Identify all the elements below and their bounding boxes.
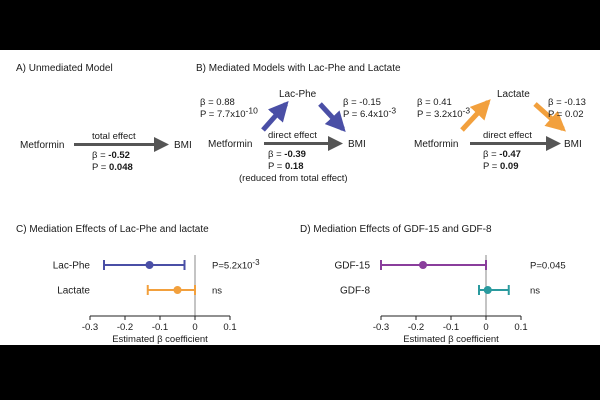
- lactate-direct-beta: β = -0.47: [483, 149, 521, 160]
- lacphe-model: Lac-Phe β = 0.88 P = 7.7x10-10 β = -0.15…: [200, 89, 396, 184]
- lacphe-a-p: P = 7.7x10-10: [200, 106, 258, 121]
- panel-c-row-label-lac-phe: Lac-Phe: [53, 261, 91, 272]
- panel-a-p-value: P = 0.048: [92, 162, 133, 173]
- lacphe-direct-beta: β = -0.39: [268, 149, 306, 160]
- lacphe-exposure-label: Metformin: [208, 139, 252, 150]
- panel-a-exposure: Metformin: [20, 140, 64, 151]
- panel-c-p-value-lac-phe: P=5.2x10-3: [212, 258, 260, 272]
- lacphe-a-beta: β = 0.88: [200, 97, 235, 108]
- lactate-exposure-label: Metformin: [414, 139, 458, 150]
- lactate-direct-label: direct effect: [483, 130, 532, 141]
- panel-c-tick-label: -0.3: [82, 322, 98, 333]
- lactate-path-b-arrow: [533, 102, 566, 132]
- lactate-a-beta: β = 0.41: [417, 97, 452, 108]
- lactate-b-p: P = 0.02: [548, 109, 583, 120]
- panel-d-row-label-gdf-8: GDF-8: [340, 286, 370, 297]
- panel-d-tick-label: 0.1: [514, 322, 527, 333]
- lacphe-b-beta: β = -0.15: [343, 97, 381, 108]
- lacphe-path-a-arrow: [261, 101, 289, 132]
- lacphe-outcome-label: BMI: [348, 139, 366, 150]
- panel-a-outcome: BMI: [174, 140, 192, 151]
- panel-c-forest-plot: -0.3 -0.2 -0.1 0 0.1 Estimated β coefficient L…: [53, 255, 260, 345]
- lactate-path-a-arrow: [460, 99, 491, 132]
- panel-c-tick-label: -0.1: [152, 322, 168, 333]
- panel-d-forest-plot: -0.3 -0.2 -0.1 0 0.1 Estimated β coefficient G…: [334, 255, 566, 345]
- panel-d-tick-label: -0.1: [443, 322, 459, 333]
- panel-d-tick-label: -0.3: [373, 322, 389, 333]
- panel-d-tick-label: 0: [483, 322, 488, 333]
- lactate-mediator-label: Lactate: [497, 89, 530, 100]
- figure-panel: A) Unmediated Model Metformin BMI total …: [0, 50, 600, 345]
- panel-d-x-axis-label: Estimated β coefficient: [403, 334, 499, 345]
- panel-d-title: D) Mediation Effects of GDF-15 and GDF-8: [300, 224, 492, 235]
- lactate-b-beta: β = -0.13: [548, 97, 586, 108]
- panel-a: A) Unmediated Model Metformin BMI total …: [16, 63, 192, 173]
- lacphe-mediator-label: Lac-Phe: [279, 89, 317, 100]
- lacphe-direct-note: (reduced from total effect): [239, 173, 348, 184]
- panel-d-point-gdf-8: [483, 286, 492, 294]
- panel-d-point-gdf-15: [419, 261, 427, 269]
- lactate-model: Lactate β = 0.41 P = 3.2x10-3 β = -0.13 …: [414, 89, 586, 172]
- lacphe-direct-p: P = 0.18: [268, 161, 304, 172]
- lacphe-b-p: P = 6.4x10-3: [343, 106, 396, 121]
- panel-a-beta: β = -0.52: [92, 150, 130, 161]
- panel-c-point-lactate: [173, 286, 182, 294]
- panel-c-tick-label: 0.1: [223, 322, 236, 333]
- lacphe-direct-label: direct effect: [268, 130, 317, 141]
- panel-c-tick-label: -0.2: [117, 322, 133, 333]
- panel-d-p-value-gdf-8: ns: [530, 286, 540, 297]
- panel-c-p-value-lactate: ns: [212, 286, 222, 297]
- lactate-direct-p: P = 0.09: [483, 161, 519, 172]
- lactate-outcome-label: BMI: [564, 139, 582, 150]
- panel-a-edge-label: total effect: [92, 131, 136, 142]
- panel-a-title: A) Unmediated Model: [16, 63, 113, 74]
- panel-d-p-value-gdf-15: P=0.045: [530, 261, 566, 272]
- panel-c-point-lac-phe: [145, 261, 154, 269]
- panel-b-title: B) Mediated Models with Lac-Phe and Lact…: [196, 63, 401, 74]
- panel-d: D) Mediation Effects of GDF-15 and GDF-8…: [300, 224, 566, 345]
- mediation-figure: A) Unmediated Model Metformin BMI total …: [16, 63, 586, 345]
- panel-c-row-label-lactate: Lactate: [57, 286, 90, 297]
- panel-c-x-axis-label: Estimated β coefficient: [112, 334, 208, 345]
- panel-d-tick-label: -0.2: [408, 322, 424, 333]
- panel-c: C) Mediation Effects of Lac-Phe and lact…: [16, 224, 260, 345]
- panel-c-tick-label: 0: [192, 322, 197, 333]
- panel-d-row-label-gdf-15: GDF-15: [334, 261, 370, 272]
- lactate-a-p: P = 3.2x10-3: [417, 106, 470, 121]
- panel-b: B) Mediated Models with Lac-Phe and Lact…: [196, 63, 586, 184]
- lacphe-path-b-arrow: [318, 102, 346, 132]
- panel-c-title: C) Mediation Effects of Lac-Phe and lact…: [16, 224, 209, 235]
